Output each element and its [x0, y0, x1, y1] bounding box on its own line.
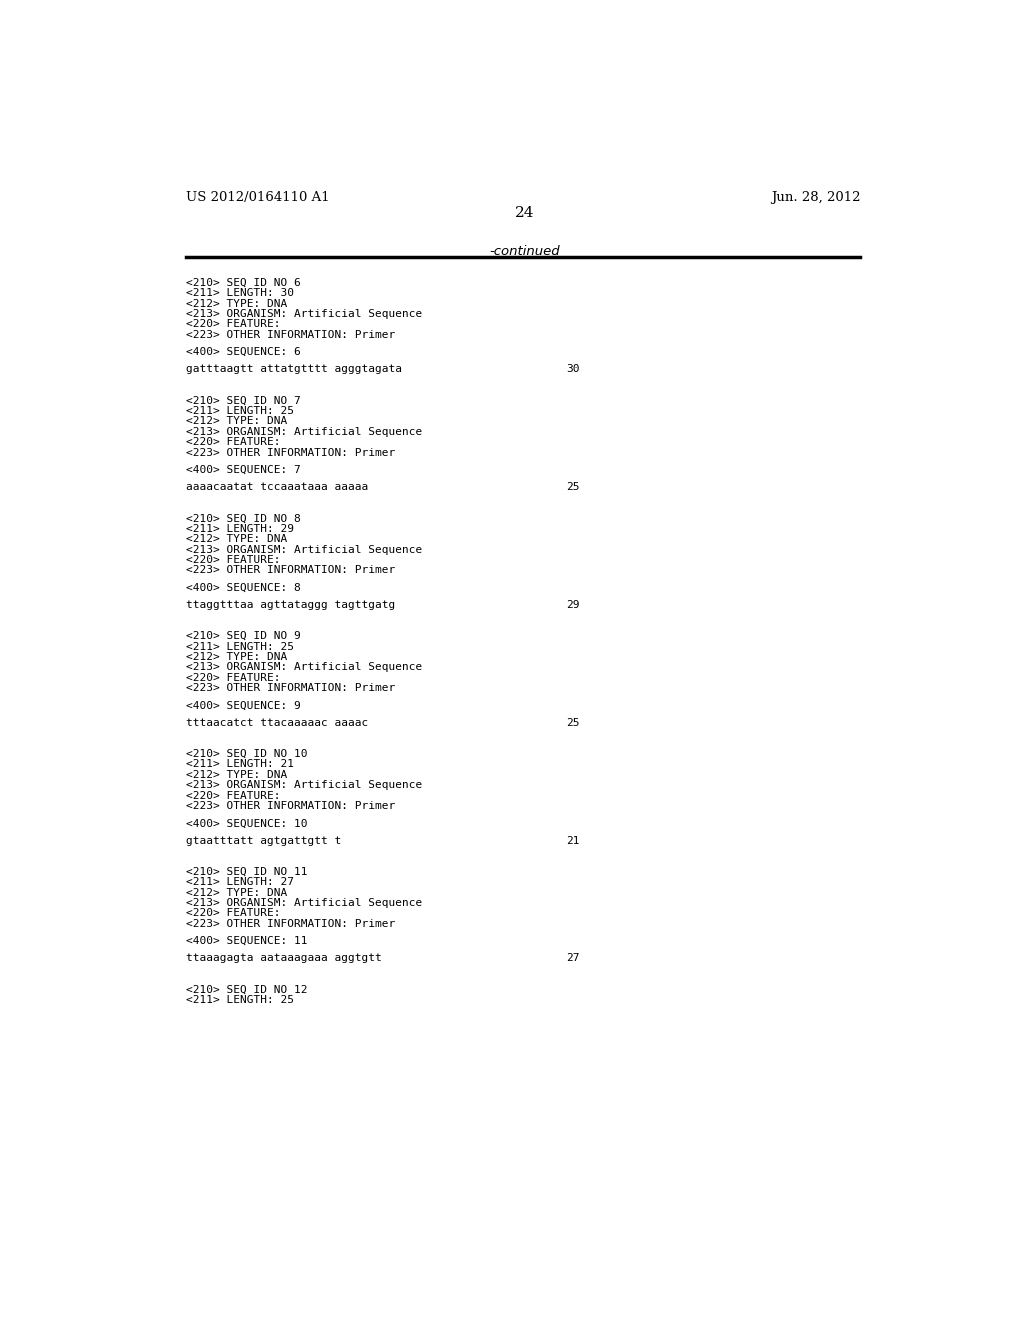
Text: <211> LENGTH: 25: <211> LENGTH: 25	[186, 995, 294, 1005]
Text: <223> OTHER INFORMATION: Primer: <223> OTHER INFORMATION: Primer	[186, 447, 395, 458]
Text: <211> LENGTH: 25: <211> LENGTH: 25	[186, 642, 294, 652]
Text: <223> OTHER INFORMATION: Primer: <223> OTHER INFORMATION: Primer	[186, 801, 395, 810]
Text: aaaacaatat tccaaataaa aaaaa: aaaacaatat tccaaataaa aaaaa	[186, 482, 369, 492]
Text: ttaggtttaa agttataggg tagttgatg: ttaggtttaa agttataggg tagttgatg	[186, 601, 395, 610]
Text: <212> TYPE: DNA: <212> TYPE: DNA	[186, 887, 288, 898]
Text: tttaacatct ttacaaaaac aaaac: tttaacatct ttacaaaaac aaaac	[186, 718, 369, 727]
Text: <400> SEQUENCE: 6: <400> SEQUENCE: 6	[186, 347, 301, 356]
Text: <220> FEATURE:: <220> FEATURE:	[186, 319, 281, 329]
Text: 25: 25	[566, 482, 580, 492]
Text: <210> SEQ ID NO 12: <210> SEQ ID NO 12	[186, 985, 307, 994]
Text: <223> OTHER INFORMATION: Primer: <223> OTHER INFORMATION: Primer	[186, 330, 395, 339]
Text: -continued: -continued	[489, 244, 560, 257]
Text: <210> SEQ ID NO 9: <210> SEQ ID NO 9	[186, 631, 301, 642]
Text: 25: 25	[566, 718, 580, 727]
Text: <213> ORGANISM: Artificial Sequence: <213> ORGANISM: Artificial Sequence	[186, 545, 422, 554]
Text: 27: 27	[566, 953, 580, 964]
Text: <400> SEQUENCE: 7: <400> SEQUENCE: 7	[186, 465, 301, 475]
Text: <212> TYPE: DNA: <212> TYPE: DNA	[186, 416, 288, 426]
Text: <211> LENGTH: 30: <211> LENGTH: 30	[186, 288, 294, 298]
Text: <213> ORGANISM: Artificial Sequence: <213> ORGANISM: Artificial Sequence	[186, 663, 422, 672]
Text: gatttaagtt attatgtttt agggtagata: gatttaagtt attatgtttt agggtagata	[186, 364, 402, 375]
Text: <210> SEQ ID NO 10: <210> SEQ ID NO 10	[186, 748, 307, 759]
Text: <400> SEQUENCE: 8: <400> SEQUENCE: 8	[186, 582, 301, 593]
Text: <210> SEQ ID NO 7: <210> SEQ ID NO 7	[186, 396, 301, 405]
Text: <212> TYPE: DNA: <212> TYPE: DNA	[186, 298, 288, 309]
Text: ttaaagagta aataaagaaa aggtgtt: ttaaagagta aataaagaaa aggtgtt	[186, 953, 382, 964]
Text: <223> OTHER INFORMATION: Primer: <223> OTHER INFORMATION: Primer	[186, 684, 395, 693]
Text: Jun. 28, 2012: Jun. 28, 2012	[771, 191, 860, 203]
Text: US 2012/0164110 A1: US 2012/0164110 A1	[186, 191, 330, 203]
Text: <212> TYPE: DNA: <212> TYPE: DNA	[186, 652, 288, 661]
Text: <220> FEATURE:: <220> FEATURE:	[186, 791, 281, 800]
Text: <212> TYPE: DNA: <212> TYPE: DNA	[186, 770, 288, 780]
Text: 24: 24	[515, 206, 535, 220]
Text: 29: 29	[566, 601, 580, 610]
Text: <210> SEQ ID NO 11: <210> SEQ ID NO 11	[186, 867, 307, 876]
Text: <210> SEQ ID NO 8: <210> SEQ ID NO 8	[186, 513, 301, 523]
Text: <212> TYPE: DNA: <212> TYPE: DNA	[186, 535, 288, 544]
Text: <400> SEQUENCE: 9: <400> SEQUENCE: 9	[186, 701, 301, 710]
Text: <220> FEATURE:: <220> FEATURE:	[186, 673, 281, 682]
Text: <213> ORGANISM: Artificial Sequence: <213> ORGANISM: Artificial Sequence	[186, 898, 422, 908]
Text: <213> ORGANISM: Artificial Sequence: <213> ORGANISM: Artificial Sequence	[186, 309, 422, 319]
Text: <220> FEATURE:: <220> FEATURE:	[186, 908, 281, 919]
Text: <213> ORGANISM: Artificial Sequence: <213> ORGANISM: Artificial Sequence	[186, 780, 422, 791]
Text: <400> SEQUENCE: 10: <400> SEQUENCE: 10	[186, 818, 307, 828]
Text: <210> SEQ ID NO 6: <210> SEQ ID NO 6	[186, 277, 301, 288]
Text: <211> LENGTH: 27: <211> LENGTH: 27	[186, 878, 294, 887]
Text: <211> LENGTH: 29: <211> LENGTH: 29	[186, 524, 294, 533]
Text: <213> ORGANISM: Artificial Sequence: <213> ORGANISM: Artificial Sequence	[186, 426, 422, 437]
Text: <220> FEATURE:: <220> FEATURE:	[186, 554, 281, 565]
Text: 21: 21	[566, 836, 580, 846]
Text: <211> LENGTH: 25: <211> LENGTH: 25	[186, 407, 294, 416]
Text: gtaatttatt agtgattgtt t: gtaatttatt agtgattgtt t	[186, 836, 341, 846]
Text: 30: 30	[566, 364, 580, 375]
Text: <211> LENGTH: 21: <211> LENGTH: 21	[186, 759, 294, 770]
Text: <220> FEATURE:: <220> FEATURE:	[186, 437, 281, 447]
Text: <223> OTHER INFORMATION: Primer: <223> OTHER INFORMATION: Primer	[186, 565, 395, 576]
Text: <400> SEQUENCE: 11: <400> SEQUENCE: 11	[186, 936, 307, 946]
Text: <223> OTHER INFORMATION: Primer: <223> OTHER INFORMATION: Primer	[186, 919, 395, 929]
